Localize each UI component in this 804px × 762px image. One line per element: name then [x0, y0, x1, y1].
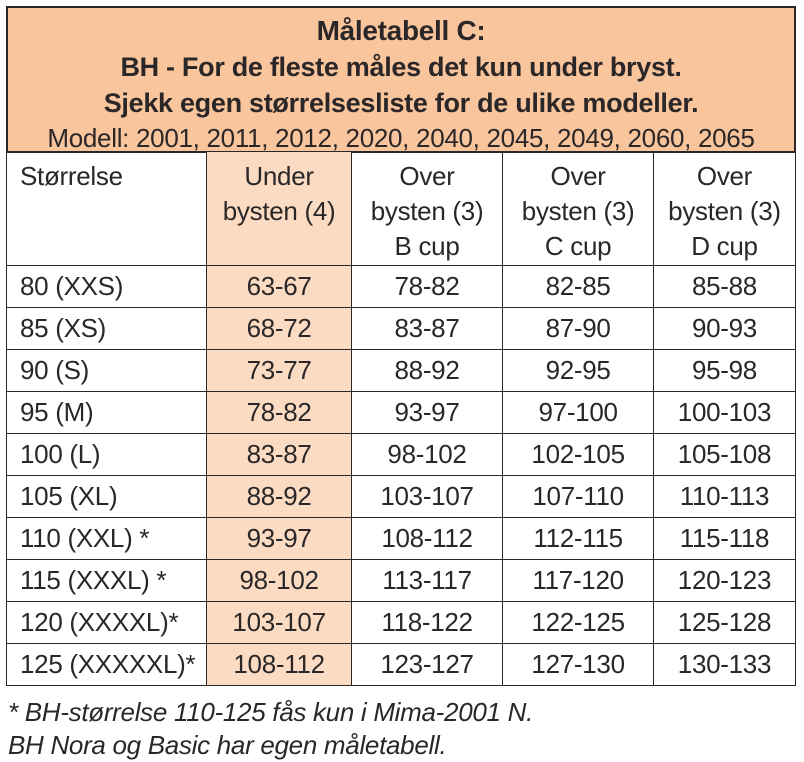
table-cell-under-bysten: 88-92	[206, 475, 352, 518]
header-subtitle-2: Sjekk egen størrelsesliste for de ulike …	[103, 88, 699, 118]
table-cell-over-bysten-c: 92-95	[502, 349, 654, 392]
footnotes: * BH-størrelse 110-125 fås kun i Mima-20…	[6, 696, 796, 762]
table-row: 115 (XXXL) * 98-102 113-117 117-120 120-123	[5, 559, 797, 602]
table-cell-over-bysten-b: 88-92	[350, 349, 504, 392]
table-cell-over-bysten-d: 125-128	[652, 601, 797, 644]
row-label: 90 (S)	[5, 349, 208, 392]
table-cell-over-bysten-d: 90-93	[652, 307, 797, 350]
table-cell-over-bysten-c: 107-110	[502, 475, 654, 518]
table-title: Måletabell C:	[316, 15, 486, 46]
row-label: 85 (XS)	[5, 307, 208, 350]
table-row: 90 (S) 73-77 88-92 92-95 95-98	[5, 349, 797, 392]
table-cell-under-bysten: 73-77	[206, 349, 352, 392]
size-table: Størrelse Under bysten (4) Over bysten (3)…	[5, 151, 797, 686]
table-cell-over-bysten-c: 102-105	[502, 433, 654, 476]
table-cell-over-bysten-d: 105-108	[652, 433, 797, 476]
row-label: 105 (XL)	[5, 475, 208, 518]
table-cell-over-bysten-c: 127-130	[502, 643, 654, 686]
table-cell-over-bysten-b: 123-127	[350, 643, 504, 686]
table-cell-over-bysten-c: 82-85	[502, 265, 654, 308]
col-header-over-bysten-b: Over bysten (3) B cup	[350, 151, 504, 266]
row-label: 80 (XXS)	[5, 265, 208, 308]
table-cell-over-bysten-c: 87-90	[502, 307, 654, 350]
row-label: 120 (XXXXL)*	[5, 601, 208, 644]
table-row: 110 (XXL) * 93-97 108-112 112-115 115-118	[5, 517, 797, 560]
row-label: 115 (XXXL) *	[5, 559, 208, 602]
table-row: 95 (M) 78-82 93-97 97-100 100-103	[5, 391, 797, 434]
table-cell-over-bysten-d: 95-98	[652, 349, 797, 392]
table-cell-over-bysten-d: 120-123	[652, 559, 797, 602]
footnote-2: BH Nora og Basic har egen måletabell.	[8, 730, 447, 760]
row-label: 95 (M)	[5, 391, 208, 434]
footnote-1: * BH-størrelse 110-125 fås kun i Mima-20…	[8, 697, 533, 727]
table-cell-over-bysten-c: 97-100	[502, 391, 654, 434]
header-subtitle-1: BH - For de fleste måles det kun under b…	[120, 52, 682, 82]
table-cell-under-bysten: 103-107	[206, 601, 352, 644]
table-cell-over-bysten-d: 115-118	[652, 517, 797, 560]
col-header-over-bysten-d: Over bysten (3) D cup	[652, 151, 797, 266]
table-row: 80 (XXS) 63-67 78-82 82-85 85-88	[5, 265, 797, 308]
table-row: 105 (XL) 88-92 103-107 107-110 110-113	[5, 475, 797, 518]
col-header-under-bysten: Under bysten (4)	[206, 151, 352, 266]
table-cell-over-bysten-b: 103-107	[350, 475, 504, 518]
table-row: 85 (XS) 68-72 83-87 87-90 90-93	[5, 307, 797, 350]
table-cell-over-bysten-b: 118-122	[350, 601, 504, 644]
table-cell-over-bysten-b: 83-87	[350, 307, 504, 350]
table-cell-over-bysten-c: 117-120	[502, 559, 654, 602]
table-cell-under-bysten: 98-102	[206, 559, 352, 602]
row-label: 110 (XXL) *	[5, 517, 208, 560]
table-row: 120 (XXXXL)* 103-107 118-122 122-125 125-128	[5, 601, 797, 644]
table-title-box: Måletabell C: BH - For de fleste måles d…	[6, 6, 796, 153]
col-header-over-bysten-c: Over bysten (3) C cup	[502, 151, 654, 266]
table-cell-under-bysten: 108-112	[206, 643, 352, 686]
row-label: 100 (L)	[5, 433, 208, 476]
row-label: 125 (XXXXXL)*	[5, 643, 208, 686]
table-cell-over-bysten-b: 98-102	[350, 433, 504, 476]
table-cell-over-bysten-c: 122-125	[502, 601, 654, 644]
table-cell-over-bysten-b: 93-97	[350, 391, 504, 434]
table-cell-over-bysten-b: 108-112	[350, 517, 504, 560]
table-cell-over-bysten-b: 78-82	[350, 265, 504, 308]
col-header-storrelse: Størrelse	[5, 151, 208, 266]
table-cell-under-bysten: 63-67	[206, 265, 352, 308]
table-header-row: Størrelse Under bysten (4) Over bysten (3)…	[5, 151, 797, 266]
table-row: 100 (L) 83-87 98-102 102-105 105-108	[5, 433, 797, 476]
header-models-line: Modell: 2001, 2011, 2012, 2020, 2040, 20…	[47, 123, 755, 153]
table-cell-over-bysten-d: 130-133	[652, 643, 797, 686]
table-cell-over-bysten-d: 85-88	[652, 265, 797, 308]
table-cell-over-bysten-b: 113-117	[350, 559, 504, 602]
table-cell-over-bysten-d: 100-103	[652, 391, 797, 434]
table-cell-under-bysten: 78-82	[206, 391, 352, 434]
table-cell-over-bysten-d: 110-113	[652, 475, 797, 518]
table-row: 125 (XXXXXL)* 108-112 123-127 127-130 130-13…	[5, 643, 797, 686]
table-cell-under-bysten: 68-72	[206, 307, 352, 350]
table-cell-under-bysten: 83-87	[206, 433, 352, 476]
table-cell-over-bysten-c: 112-115	[502, 517, 654, 560]
table-cell-under-bysten: 93-97	[206, 517, 352, 560]
